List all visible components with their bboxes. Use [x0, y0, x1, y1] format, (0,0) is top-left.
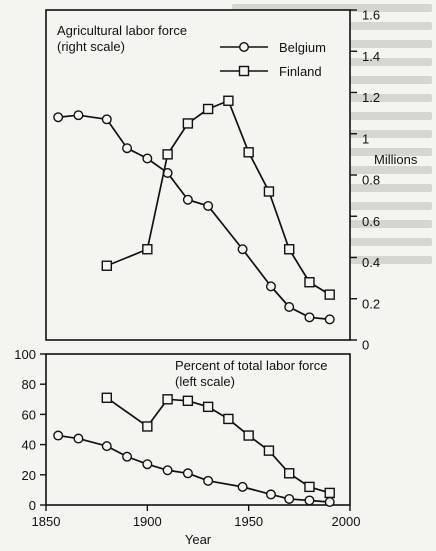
bottom-belgium-point — [237, 481, 248, 492]
top-belgium-point — [304, 312, 315, 323]
bottom-belgium-point — [265, 489, 276, 500]
top-finland-point — [101, 260, 113, 271]
bottom-title: Percent of total labor force (left scale… — [175, 358, 327, 389]
top-title: Agricultural labor force (right scale) — [57, 23, 187, 54]
bottom-finland-point — [182, 395, 194, 407]
legend-belgium: Belgium — [220, 40, 326, 55]
top-y-tick-label: 1.4 — [362, 49, 380, 64]
top-y-tick-label: 0.6 — [362, 214, 380, 229]
bottom-belgium-point — [142, 459, 153, 470]
bottom-belgium-point — [182, 468, 193, 479]
legend-belgium-label: Belgium — [279, 40, 326, 55]
top-finland-point — [162, 149, 173, 160]
top-y-tick-label: 0.8 — [362, 173, 380, 188]
top-belgium-point — [237, 244, 248, 255]
top-belgium-point — [53, 112, 64, 123]
tick-marks — [40, 9, 357, 511]
bottom-belgium-point — [162, 465, 173, 476]
x-tick-label: 2000 — [332, 514, 361, 529]
bottom-belgium-point — [324, 496, 335, 507]
top-finland-point — [182, 118, 194, 129]
bottom-y-tick-label: 40 — [22, 438, 36, 453]
top-right-axis: 1.6 1.4 1.2 1 0.8 0.6 0.4 0.2 0 — [362, 8, 380, 353]
bottom-y-tick-label: 0 — [29, 498, 36, 513]
top-y-tick-label: 0.2 — [362, 296, 380, 311]
top-belgium-point — [122, 143, 133, 154]
top-belgium-point — [203, 200, 214, 211]
top-belgium-point — [142, 153, 153, 164]
x-tick-label: 1950 — [234, 514, 263, 529]
bottom-belgium-point — [284, 493, 295, 504]
top-series-lines — [53, 95, 335, 325]
bottom-y-tick-label: 100 — [14, 347, 36, 362]
bottom-finland-point — [142, 421, 153, 432]
top-belgium-point — [182, 194, 193, 205]
bottom-finland-point — [101, 392, 113, 403]
bottom-y-tick-label: 60 — [22, 407, 36, 422]
top-finland-point — [202, 103, 214, 115]
bottom-finland-point — [263, 445, 275, 456]
bottom-left-axis: 100 80 60 40 20 0 — [14, 347, 36, 513]
top-y-tick-label: 0 — [362, 338, 369, 353]
top-finland-point — [304, 277, 315, 288]
top-finland-point — [243, 147, 254, 158]
bottom-finland-point — [304, 481, 315, 493]
top-title-text: Agricultural labor force — [57, 23, 187, 38]
bottom-panel: Percent of total labor force (left scale… — [14, 347, 360, 547]
top-finland-point — [324, 289, 335, 300]
bottom-x-axis: 1850 1900 1950 2000 — [32, 514, 361, 529]
top-y-tick-label: 1 — [362, 131, 369, 146]
x-tick-label: 1850 — [32, 514, 61, 529]
x-axis-title: Year — [185, 532, 212, 547]
legend-finland-label: Finland — [279, 64, 322, 79]
bottom-finland-point — [243, 430, 254, 441]
top-finland-point — [263, 186, 275, 197]
top-belgium-point — [284, 302, 295, 313]
legend-belgium-marker — [238, 42, 249, 53]
top-panel: Agricultural labor force (right scale) B… — [45, 8, 418, 353]
top-y-tick-label: 1.2 — [362, 90, 380, 105]
bottom-belgium-point — [304, 495, 315, 506]
top-belgium-point — [265, 281, 276, 292]
legend-finland-marker — [238, 65, 250, 77]
top-belgium-point — [101, 114, 112, 125]
legend-finland: Finland — [220, 64, 322, 79]
bottom-finland-point — [324, 487, 335, 499]
bottom-finland-point — [223, 413, 234, 425]
bottom-belgium-point — [203, 475, 214, 486]
bottom-belgium-point — [53, 430, 64, 441]
bottom-title-text: Percent of total labor force — [175, 358, 327, 373]
bottom-subtitle-text: (left scale) — [175, 374, 235, 389]
top-legend: Belgium Finland — [220, 40, 326, 79]
bottom-belgium-point — [122, 451, 133, 462]
bottom-series-lines — [53, 392, 335, 507]
bottom-finland-point — [162, 394, 173, 405]
top-belgium-point — [324, 314, 335, 325]
top-finland-point — [284, 244, 295, 255]
bottom-finland-point — [202, 401, 214, 413]
top-finland-point — [142, 244, 153, 255]
top-plot-frame — [45, 9, 351, 341]
top-subtitle-text: (right scale) — [57, 39, 125, 54]
bottom-finland-point — [284, 468, 295, 479]
x-tick-label: 1900 — [133, 514, 162, 529]
top-y-unit-label: Millions — [374, 152, 418, 167]
bottom-belgium-point — [73, 433, 84, 444]
bottom-belgium-point — [101, 441, 112, 452]
top-finland-point — [223, 95, 234, 106]
bottom-y-tick-label: 20 — [22, 468, 36, 483]
top-y-tick-label: 0.4 — [362, 255, 380, 270]
top-belgium-point — [73, 110, 84, 121]
bottom-y-tick-label: 80 — [22, 377, 36, 392]
top-y-tick-label: 1.6 — [362, 8, 380, 23]
